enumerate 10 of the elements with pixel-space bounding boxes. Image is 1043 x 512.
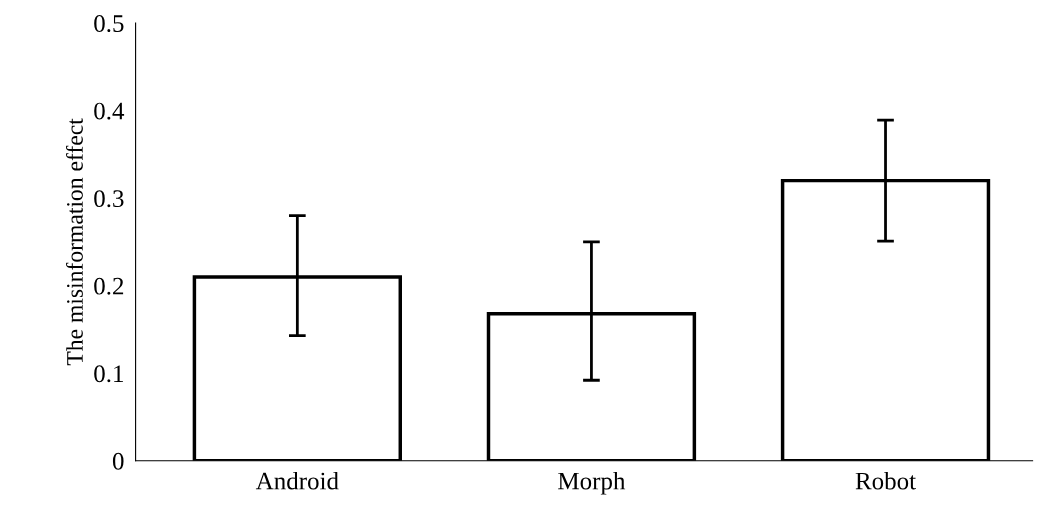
x-tick-label: Android: [255, 471, 339, 490]
y-tick-label: 0.3: [94, 190, 124, 208]
y-tick-label: 0.2: [94, 277, 124, 295]
y-tick-label: 0: [112, 452, 124, 470]
y-axis-title: The misinformation effect: [66, 118, 83, 366]
x-tick-label: Robot: [855, 471, 916, 490]
y-tick-label: 0.4: [94, 102, 125, 120]
y-tick-label: 0.5: [94, 15, 124, 33]
x-tick-label: Morph: [558, 471, 626, 495]
y-tick-label: 0.1: [94, 365, 123, 383]
